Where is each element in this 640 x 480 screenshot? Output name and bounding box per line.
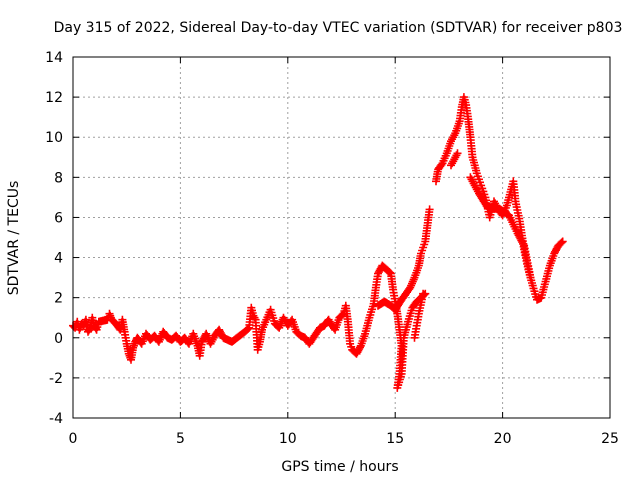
y-tick-label: 14 [45, 50, 63, 66]
data-point [519, 239, 528, 248]
axis-tick-labels: 0 5 10 15 20 25 -4 -2 0 2 4 6 8 10 12 14 [45, 50, 619, 447]
data-point [557, 238, 566, 247]
data-point [516, 234, 525, 243]
plot-frame [72, 56, 611, 419]
data-point [386, 268, 394, 277]
y-tick-label: 4 [54, 251, 63, 267]
data-point [558, 237, 567, 246]
x-axis-label: GPS time / hours [281, 459, 398, 475]
y-tick-label: 12 [45, 90, 63, 106]
data-point [425, 205, 434, 214]
data-point [453, 149, 462, 158]
x-tick-label: 15 [386, 431, 404, 447]
y-tick-label: 10 [45, 130, 63, 146]
data-point [526, 273, 535, 282]
x-tick-label: 25 [601, 431, 619, 447]
data-point [244, 324, 253, 333]
y-tick-label: 6 [54, 210, 63, 226]
chart-grid [73, 57, 610, 418]
data-point [420, 290, 429, 299]
axis-ticks [72, 56, 611, 419]
data-point [515, 232, 524, 241]
data-point [419, 289, 428, 298]
data-series-sdtvar [69, 93, 567, 392]
y-tick-label: -4 [49, 411, 63, 427]
x-tick-label: 0 [69, 431, 78, 447]
y-tick-label: 8 [54, 170, 63, 186]
x-tick-label: 20 [494, 431, 512, 447]
chart-title: Day 315 of 2022, Sidereal Day-to-day VTE… [54, 20, 623, 36]
y-tick-label: 2 [54, 291, 63, 307]
x-tick-label: 10 [279, 431, 297, 447]
y-tick-label: 0 [54, 331, 63, 347]
y-axis-label: SDTVAR / TECUs [6, 181, 22, 296]
y-tick-label: -2 [49, 371, 63, 387]
data-point [338, 310, 347, 319]
x-tick-label: 5 [176, 431, 185, 447]
